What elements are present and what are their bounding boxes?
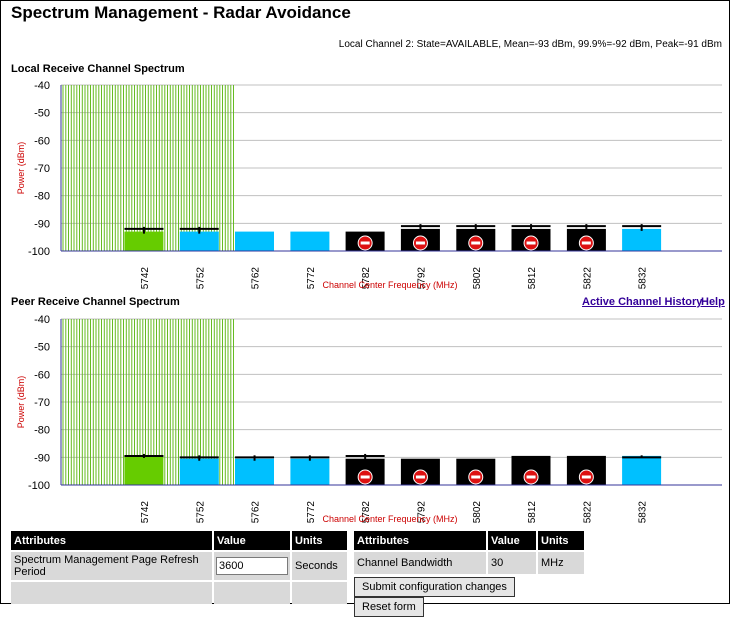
bar-5832 <box>622 455 662 485</box>
x-tick-label-5822: 5822 <box>582 267 593 290</box>
table-row: Channel Bandwidth 30 MHz <box>354 552 584 574</box>
no-entry-icon-bar <box>526 241 536 245</box>
empty-cell <box>292 582 347 604</box>
table-row: Spectrum Management Page Refresh Period … <box>11 552 347 580</box>
local-spectrum-chart: -40 -50 -60 -70 -80 -90 -100 5742 5752 5762 5772 57… <box>16 80 722 290</box>
y-tick-label: -90 <box>34 218 50 230</box>
local-spectrum-title: Local Receive Channel Spectrum <box>11 63 185 75</box>
x-tick-label-5742: 5742 <box>140 501 151 524</box>
help-link[interactable]: Help <box>701 296 725 308</box>
refresh-period-units: Seconds <box>292 552 347 580</box>
empty-cell <box>214 582 290 604</box>
empty-cell <box>11 582 212 604</box>
bar-5832 <box>622 228 662 251</box>
status-line: Local Channel 2: State=AVAILABLE, Mean=-… <box>338 39 722 50</box>
header-units: Units <box>538 531 584 550</box>
bar-5752 <box>179 231 219 251</box>
left-attributes-table: Attributes Value Units Spectrum Manageme… <box>9 529 349 606</box>
peer-spectrum-title: Peer Receive Channel Spectrum <box>11 296 180 308</box>
table-row-buttons: Submit configuration changes Reset form <box>354 576 584 618</box>
no-entry-icon-bar <box>360 475 370 479</box>
y-tick-label: -40 <box>34 314 50 326</box>
x-tick-label-5782: 5782 <box>361 267 372 290</box>
no-entry-icon-bar <box>581 475 591 479</box>
x-axis-title: Channel Center Frequency (MHz) <box>322 280 457 290</box>
refresh-period-input[interactable] <box>216 557 288 575</box>
x-tick-label-5802: 5802 <box>472 267 483 290</box>
y-axis-title: Power (dBm) <box>16 376 26 429</box>
y-tick-label: -70 <box>34 163 50 175</box>
bar-5742 <box>124 455 164 485</box>
y-tick-label: -100 <box>28 480 50 492</box>
header-units: Units <box>292 531 347 550</box>
y-tick-label: -100 <box>28 246 50 258</box>
y-tick-label: -80 <box>34 425 50 437</box>
x-tick-label-5802: 5802 <box>472 501 483 524</box>
x-tick-label-5832: 5832 <box>638 267 649 290</box>
peer-spectrum-chart: -40 -50 -60 -70 -80 -90 -100 5742 5752 5762 5772 57… <box>16 314 722 524</box>
y-tick-label: -50 <box>34 108 50 120</box>
bar-5752 <box>179 458 219 485</box>
no-entry-icon-bar <box>415 241 425 245</box>
header-attributes: Attributes <box>354 531 486 550</box>
x-tick-label-5782: 5782 <box>361 501 372 524</box>
y-tick-label: -90 <box>34 452 50 464</box>
x-tick-label-5752: 5752 <box>195 501 206 524</box>
no-entry-icon-bar <box>581 241 591 245</box>
x-tick-label-5812: 5812 <box>527 501 538 524</box>
y-tick-label: -40 <box>34 80 50 92</box>
active-channel-history-link[interactable]: Active Channel History <box>582 296 703 308</box>
y-tick-label: -70 <box>34 397 50 409</box>
table-header-row: Attributes Value Units <box>354 531 584 550</box>
x-tick-label-5792: 5792 <box>416 267 427 290</box>
x-tick-label-5762: 5762 <box>251 501 262 524</box>
no-entry-icon-bar <box>360 241 370 245</box>
y-tick-label: -60 <box>34 135 50 147</box>
bar-5762 <box>235 231 274 251</box>
header-value: Value <box>488 531 536 550</box>
bar-5742 <box>124 231 164 251</box>
x-tick-label-5822: 5822 <box>582 501 593 524</box>
reset-form-button[interactable]: Reset form <box>354 597 424 617</box>
bar-5772 <box>290 458 330 485</box>
y-tick-label: -80 <box>34 191 50 203</box>
y-tick-label: -60 <box>34 369 50 381</box>
channel-bandwidth-label: Channel Bandwidth <box>354 552 486 574</box>
x-tick-label-5762: 5762 <box>251 267 262 290</box>
table-header-row: Attributes Value Units <box>11 531 347 550</box>
page-title: Spectrum Management - Radar Avoidance <box>11 3 351 22</box>
right-attributes-table: Attributes Value Units Channel Bandwidth… <box>352 529 586 620</box>
header-value: Value <box>214 531 290 550</box>
no-entry-icon-bar <box>415 475 425 479</box>
table-row-empty <box>11 582 347 604</box>
x-tick-label-5772: 5772 <box>306 501 317 524</box>
submit-configuration-button[interactable]: Submit configuration changes <box>354 577 515 597</box>
x-tick-label-5812: 5812 <box>527 267 538 290</box>
channel-bandwidth-value: 30 <box>488 552 536 574</box>
x-tick-label-5742: 5742 <box>140 267 151 290</box>
x-tick-label-5792: 5792 <box>416 501 427 524</box>
x-tick-label-5832: 5832 <box>638 501 649 524</box>
x-tick-label-5752: 5752 <box>195 267 206 290</box>
bar-5772 <box>290 231 330 251</box>
no-entry-icon-bar <box>471 475 481 479</box>
header-attributes: Attributes <box>11 531 212 550</box>
refresh-period-label: Spectrum Management Page Refresh Period <box>11 552 212 580</box>
x-tick-label-5772: 5772 <box>306 267 317 290</box>
no-entry-icon-bar <box>471 241 481 245</box>
no-entry-icon-bar <box>526 475 536 479</box>
y-axis-title: Power (dBm) <box>16 142 26 195</box>
x-axis-title: Channel Center Frequency (MHz) <box>322 514 457 524</box>
channel-bandwidth-units: MHz <box>538 552 584 574</box>
bar-5762 <box>235 458 274 485</box>
y-tick-label: -50 <box>34 342 50 354</box>
